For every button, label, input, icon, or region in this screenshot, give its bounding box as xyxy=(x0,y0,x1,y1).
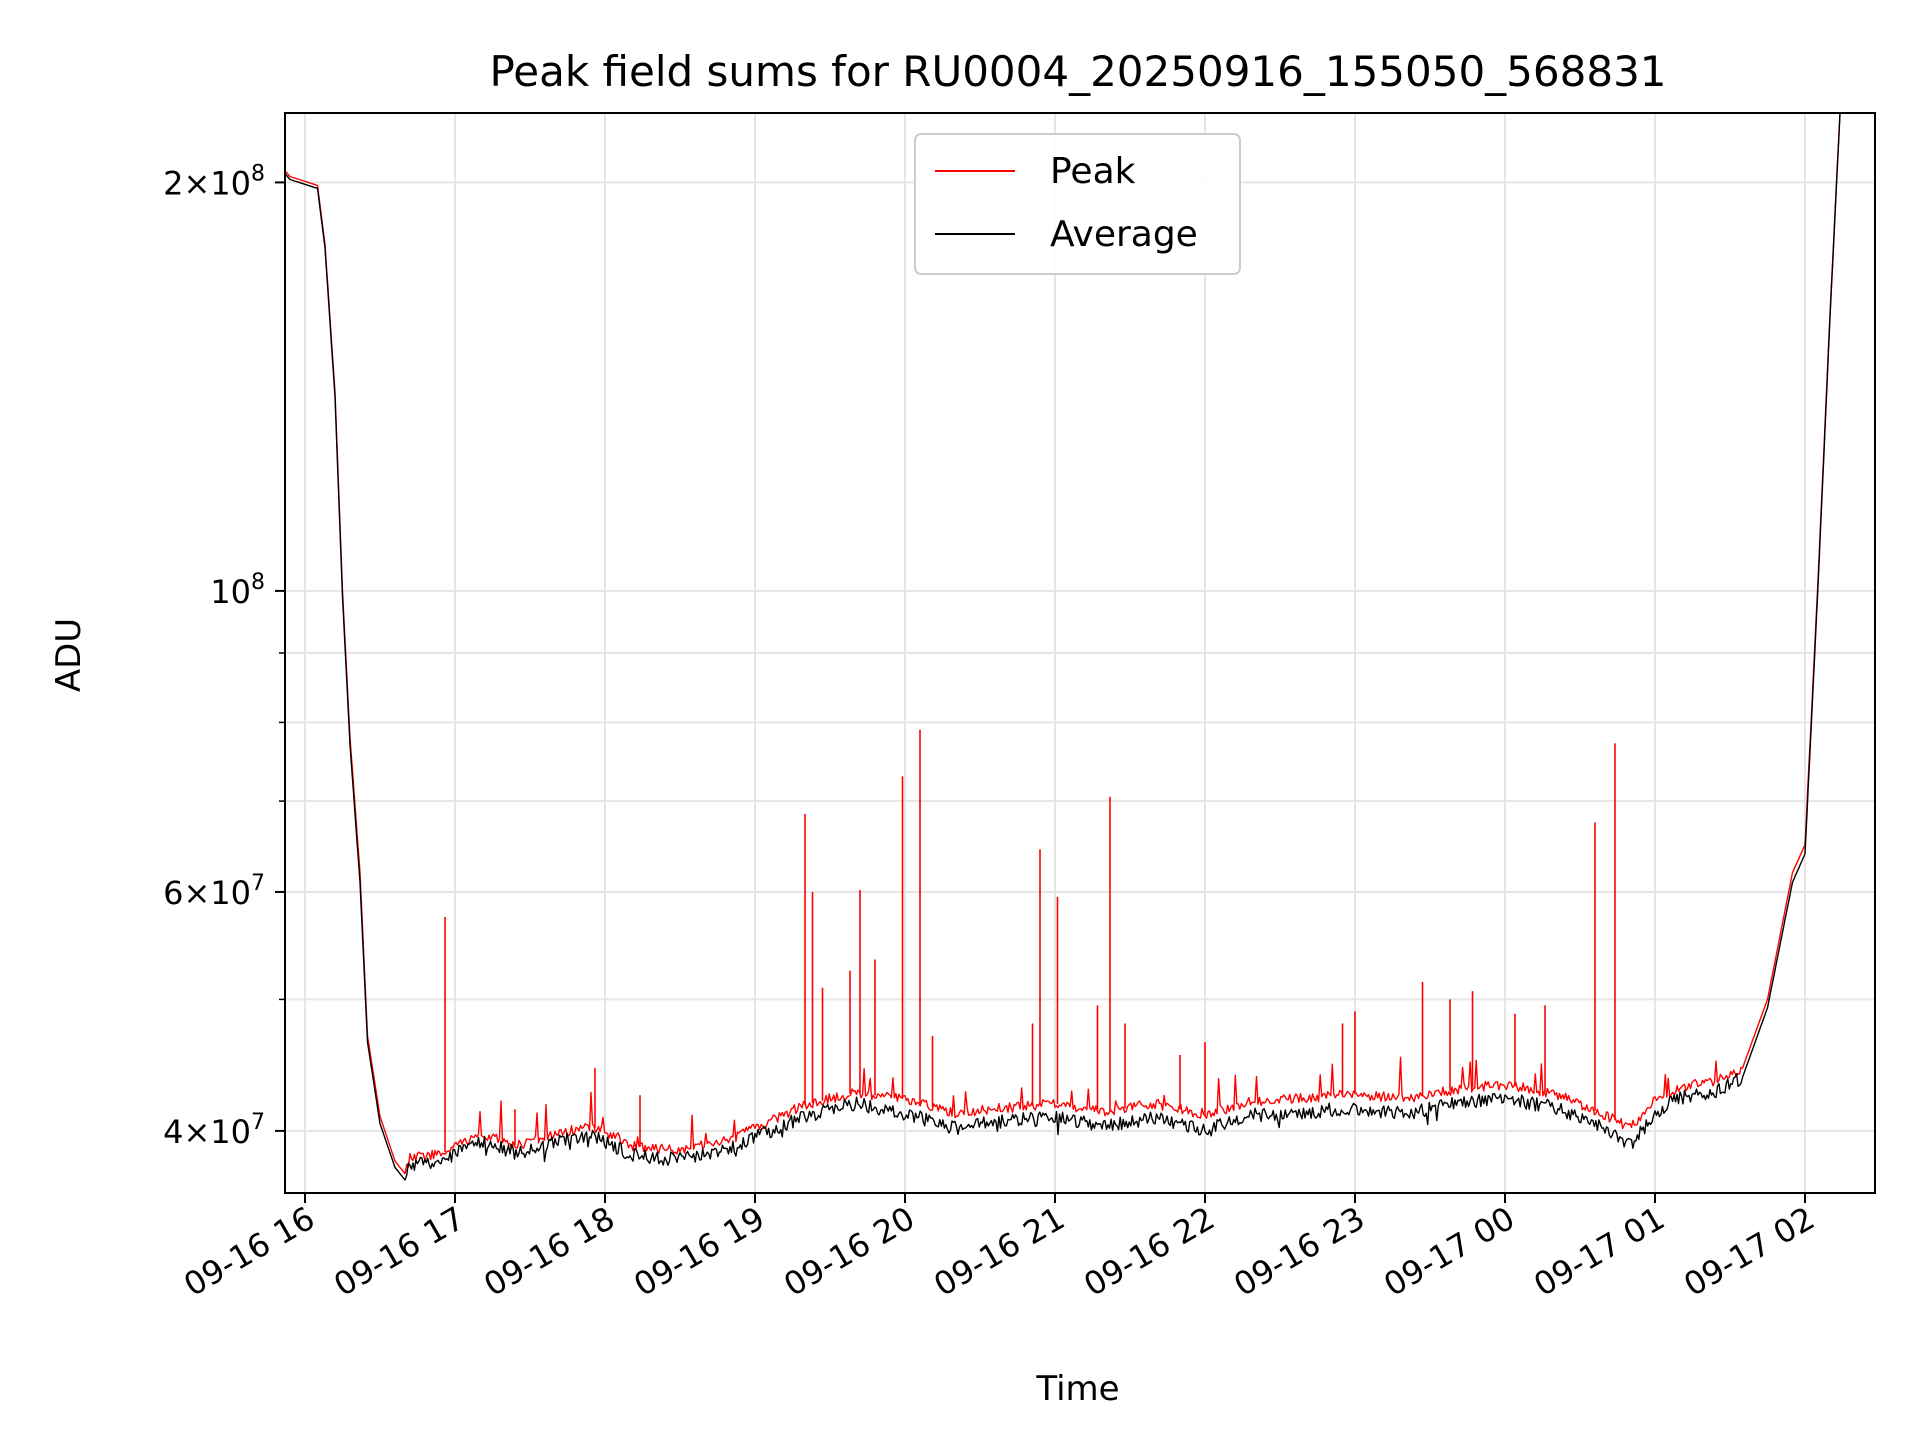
y-axis-label: ADU xyxy=(49,618,89,692)
y-tick-label: 2×108 xyxy=(163,161,265,202)
peak-line xyxy=(285,113,1875,1175)
series-layer xyxy=(285,113,1875,1181)
y-tick-label: 108 xyxy=(210,570,265,611)
legend-label-peak: Peak xyxy=(1050,151,1136,192)
y-tick-label: 6×107 xyxy=(163,871,265,912)
chart-title: Peak field sums for RU0004_20250916_1550… xyxy=(489,47,1666,96)
legend-label-average: Average xyxy=(1050,214,1198,255)
average-line xyxy=(285,113,1875,1181)
y-tick-label: 4×107 xyxy=(163,1110,265,1151)
x-axis-label: Time xyxy=(1035,1369,1119,1409)
legend-box xyxy=(914,133,1241,275)
legend: Peak Average xyxy=(914,133,1241,275)
